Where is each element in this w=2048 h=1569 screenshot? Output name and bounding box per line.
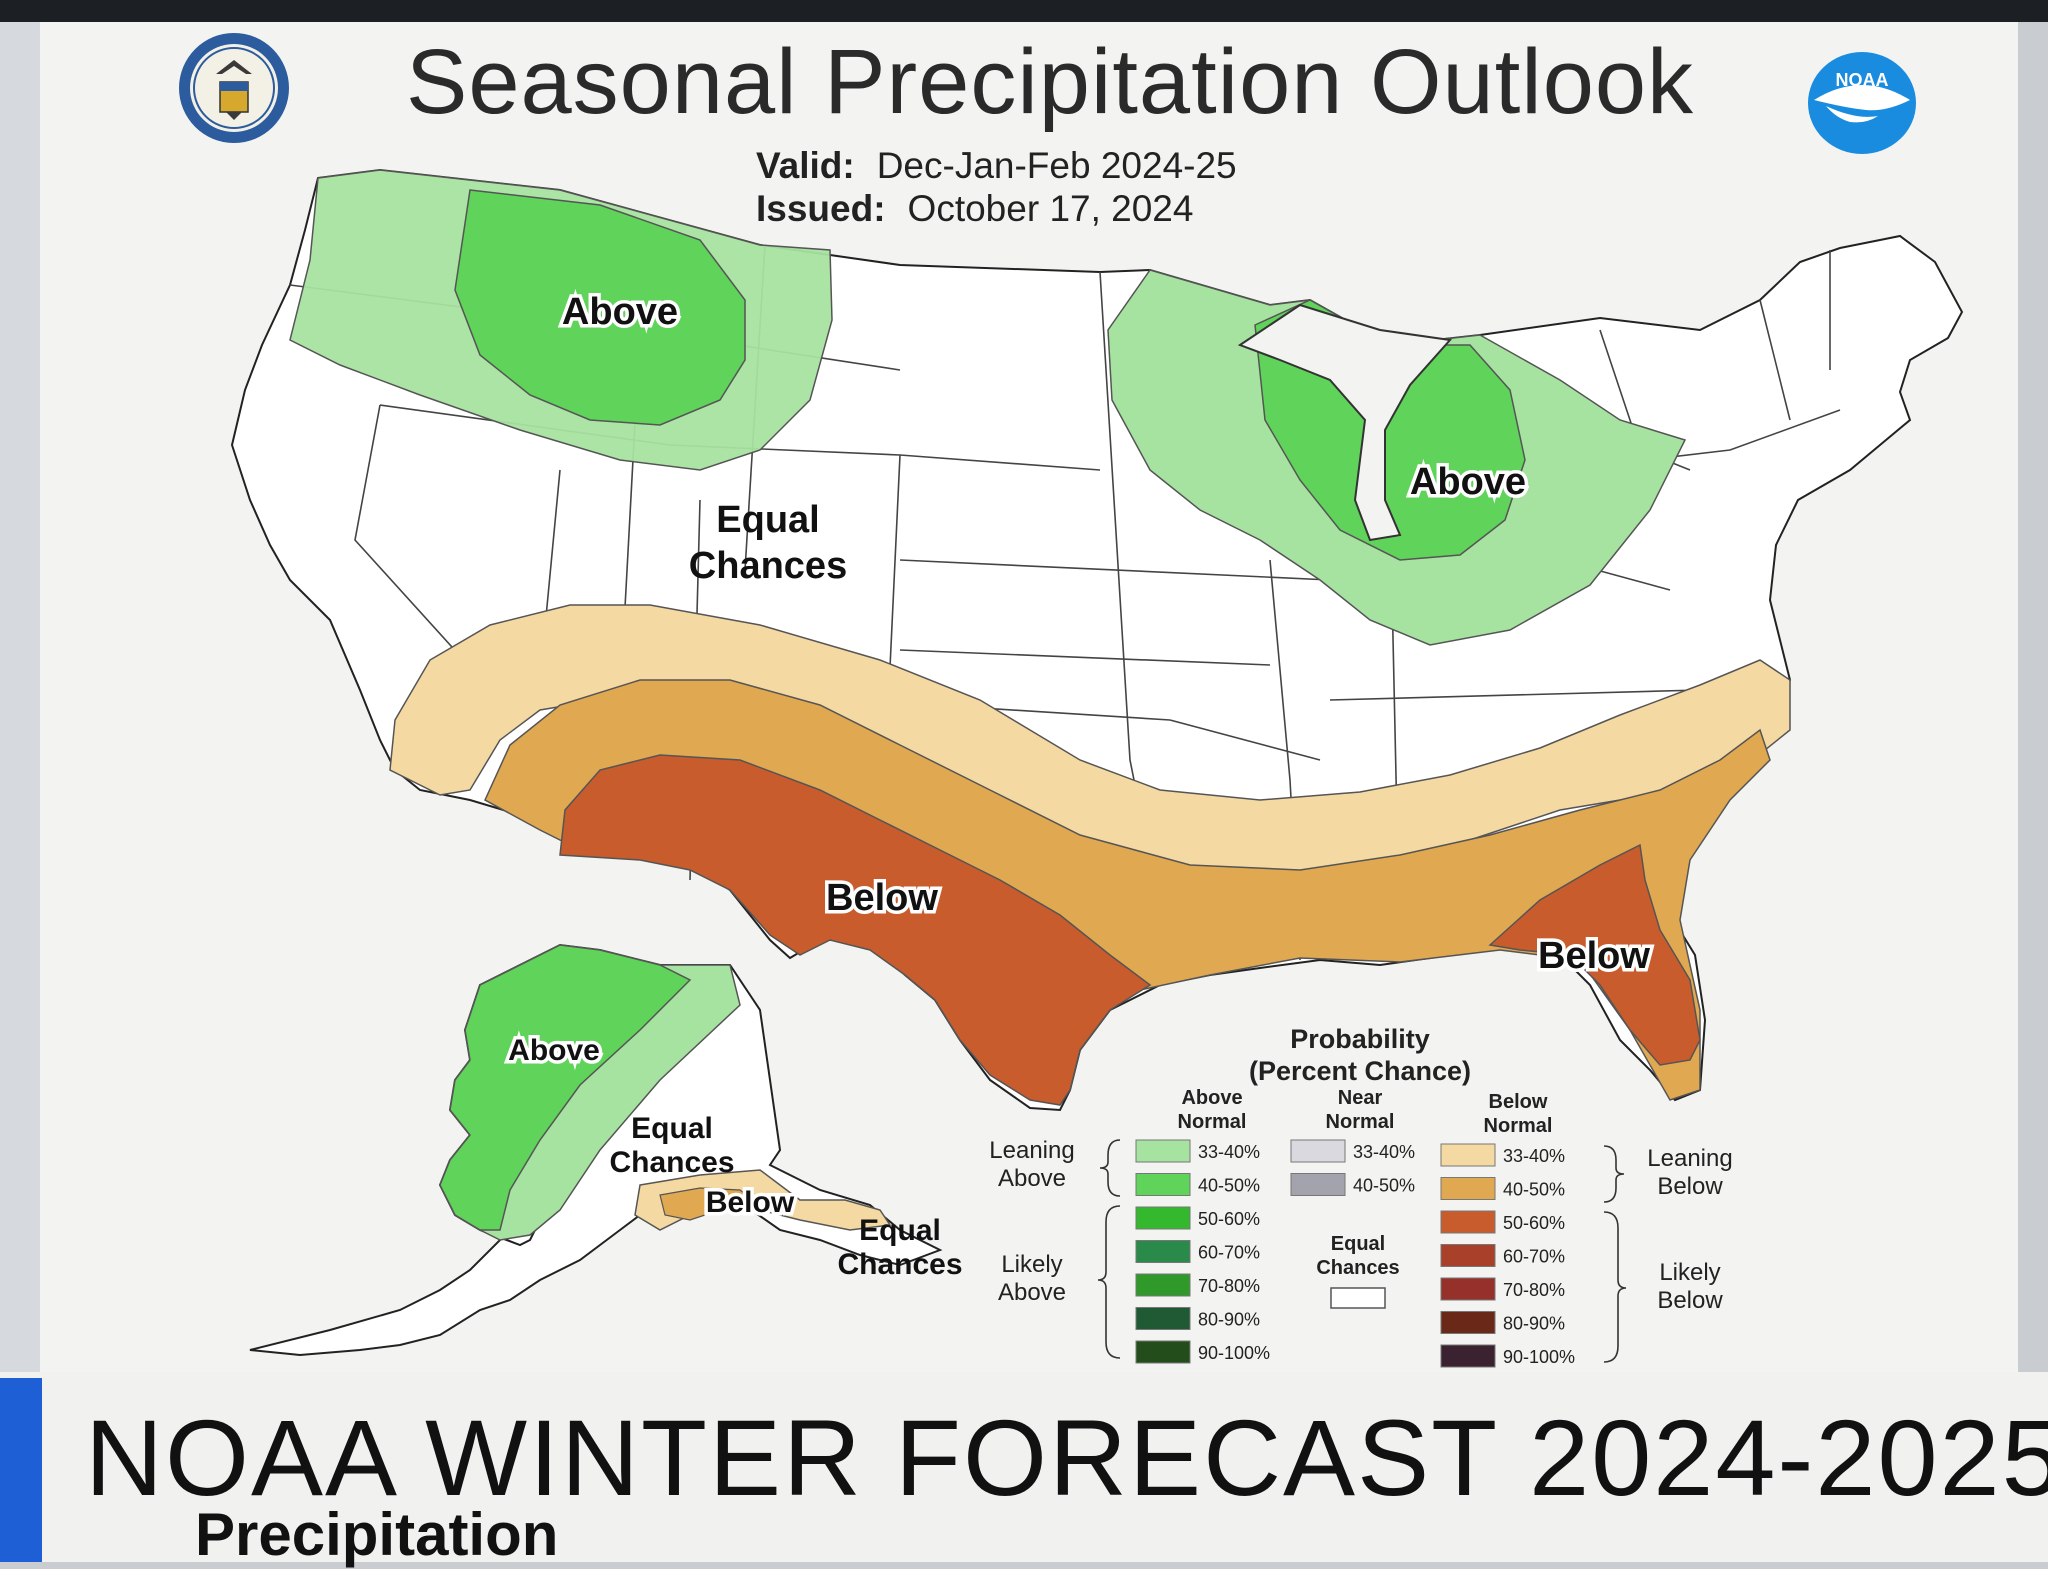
- legend-above-label-5: 80-90%: [1198, 1310, 1260, 1330]
- legend-above-swatch-5: [1135, 1307, 1191, 1330]
- label-alaska-above: Above: [508, 1034, 600, 1067]
- issued-line: Issued: October 17, 2024: [756, 188, 1193, 230]
- legend-leaning-below-line2: Below: [1657, 1173, 1723, 1200]
- legend-below-label-6: 90-100%: [1503, 1347, 1575, 1367]
- legend-brace-likely-below: [1603, 1211, 1627, 1363]
- legend-below-normal-rows: 33-40% 40-50% 50-60% 60-70% 70-80% 80-90% 90-1…: [1440, 1143, 1575, 1368]
- legend-above-label-3: 60-70%: [1198, 1243, 1260, 1263]
- legend-near-swatch-0: [1290, 1139, 1346, 1163]
- valid-label: Valid:: [756, 145, 855, 186]
- legend-below-label-2: 50-60%: [1503, 1213, 1565, 1233]
- label-above-great-lakes: Above: [1410, 461, 1526, 503]
- legend-below-label-1: 40-50%: [1503, 1180, 1565, 1200]
- legend-col-below-line1: Below: [1489, 1091, 1548, 1113]
- label-equal-chances-line1: Equal: [716, 499, 819, 541]
- legend-below-swatch-5: [1440, 1311, 1496, 1334]
- legend-col-near-line1: Near: [1338, 1087, 1383, 1109]
- alaska-below-band: [634, 1169, 892, 1231]
- legend-near-label-1: 40-50%: [1353, 1176, 1415, 1196]
- legend-equal-chances-line1: Equal: [1331, 1233, 1385, 1255]
- legend-leaning-above-line2: Above: [998, 1165, 1066, 1192]
- legend-above-swatch-0: [1135, 1139, 1191, 1163]
- legend-equal-chances-line2: Chances: [1316, 1257, 1399, 1279]
- legend-below-label-0: 33-40%: [1503, 1146, 1565, 1166]
- legend-near-swatch-1: [1290, 1173, 1346, 1196]
- alaska-below-mid: [659, 1187, 762, 1221]
- legend-col-below-line2: Normal: [1484, 1115, 1553, 1137]
- legend-likely-above-line1: Likely: [1001, 1251, 1062, 1278]
- legend-above-label-2: 50-60%: [1198, 1209, 1260, 1229]
- legend-below-label-5: 80-90%: [1503, 1314, 1565, 1334]
- valid-value: Dec-Jan-Feb 2024-25: [876, 145, 1237, 186]
- legend-brace-leaning-above: [1099, 1139, 1121, 1197]
- broadcast-banner: [0, 1372, 2048, 1562]
- legend-likely-below-line2: Below: [1657, 1287, 1723, 1314]
- legend-leaning-below-line1: Leaning: [1647, 1145, 1732, 1172]
- label-equal-chances-line2: Chances: [689, 545, 847, 587]
- legend-col-near-line2: Normal: [1326, 1111, 1395, 1133]
- legend-above-swatch-3: [1135, 1240, 1191, 1263]
- legend-above-label-4: 70-80%: [1198, 1276, 1260, 1296]
- issued-value: October 17, 2024: [907, 188, 1194, 229]
- legend-likely-below-line1: Likely: [1659, 1259, 1720, 1286]
- legend-above-label-6: 90-100%: [1198, 1343, 1270, 1363]
- legend-below-swatch-0: [1440, 1143, 1496, 1167]
- alaska-above-mid: [439, 944, 692, 1231]
- legend-brace-likely-above: [1097, 1205, 1121, 1359]
- legend-title-line2: (Percent Chance): [1249, 1056, 1471, 1086]
- legend-col-above-line1: Above: [1181, 1087, 1242, 1109]
- legend-below-swatch-4: [1440, 1277, 1496, 1301]
- department-of-commerce-seal-icon: [179, 33, 289, 143]
- legend-above-swatch-2: [1135, 1206, 1191, 1230]
- legend-below-swatch-3: [1440, 1244, 1496, 1267]
- legend-below-swatch-2: [1440, 1210, 1496, 1234]
- legend-equal-chances-swatch: [1330, 1287, 1386, 1309]
- legend-leaning-above-line1: Leaning: [989, 1137, 1074, 1164]
- legend-above-swatch-6: [1135, 1340, 1191, 1364]
- page-title: Seasonal Precipitation Outlook: [405, 31, 1695, 133]
- legend-above-swatch-1: [1135, 1173, 1191, 1196]
- legend-below-swatch-1: [1440, 1177, 1496, 1200]
- label-above-northwest: Above: [562, 291, 678, 333]
- banner-title: NOAA WINTER FORECAST 2024-2025: [85, 1397, 2048, 1518]
- issued-label: Issued:: [756, 188, 886, 229]
- noaa-logo-text: NOAA: [1836, 70, 1889, 90]
- legend-below-swatch-6: [1440, 1344, 1496, 1368]
- label-below-south: Below: [826, 877, 938, 919]
- legend-likely-above-line2: Above: [998, 1279, 1066, 1306]
- great-lakes: [1237, 303, 1452, 542]
- below-dark-region: [559, 754, 1152, 1106]
- banner-subtitle: Precipitation: [195, 1501, 559, 1568]
- legend-above-normal-rows: 33-40% 40-50% 50-60% 60-70% 70-80% 80-90% 90-1…: [1135, 1139, 1270, 1364]
- legend-near-label-0: 33-40%: [1353, 1142, 1415, 1162]
- below-dark-southeast: [1488, 843, 1701, 1066]
- legend-above-label-1: 40-50%: [1198, 1176, 1260, 1196]
- label-alaska-equal2-line2: Chances: [837, 1248, 962, 1281]
- valid-line: Valid: Dec-Jan-Feb 2024-25: [756, 145, 1237, 187]
- label-alaska-equal-line2: Chances: [609, 1146, 734, 1179]
- legend-below-label-4: 70-80%: [1503, 1280, 1565, 1300]
- legend-brace-leaning-below: [1603, 1145, 1625, 1203]
- legend-above-label-0: 33-40%: [1198, 1142, 1260, 1162]
- above-northwest-mid: [454, 189, 746, 426]
- label-below-southeast: Below: [1538, 935, 1650, 977]
- noaa-logo-icon: NOAA: [1808, 52, 1916, 154]
- legend-above-swatch-4: [1135, 1273, 1191, 1297]
- legend-col-above-line2: Normal: [1178, 1111, 1247, 1133]
- legend-below-label-3: 60-70%: [1503, 1247, 1565, 1267]
- legend: Probability (Percent Chance) Above Norma…: [989, 1024, 1733, 1368]
- screen-edge: [0, 22, 40, 1387]
- label-alaska-equal2-line1: Equal: [859, 1214, 941, 1247]
- label-alaska-below: Below: [706, 1186, 795, 1219]
- label-alaska-equal-line1: Equal: [631, 1112, 713, 1145]
- banner-accent-bar: [0, 1378, 42, 1562]
- screen-bezel: [0, 0, 2048, 22]
- legend-title-line1: Probability: [1290, 1024, 1430, 1054]
- legend-near-normal-rows: 33-40% 40-50%: [1290, 1139, 1415, 1196]
